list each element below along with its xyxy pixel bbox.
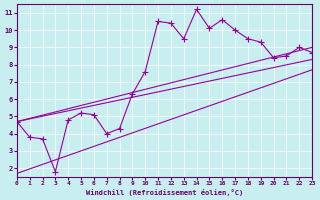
X-axis label: Windchill (Refroidissement éolien,°C): Windchill (Refroidissement éolien,°C): [86, 189, 243, 196]
